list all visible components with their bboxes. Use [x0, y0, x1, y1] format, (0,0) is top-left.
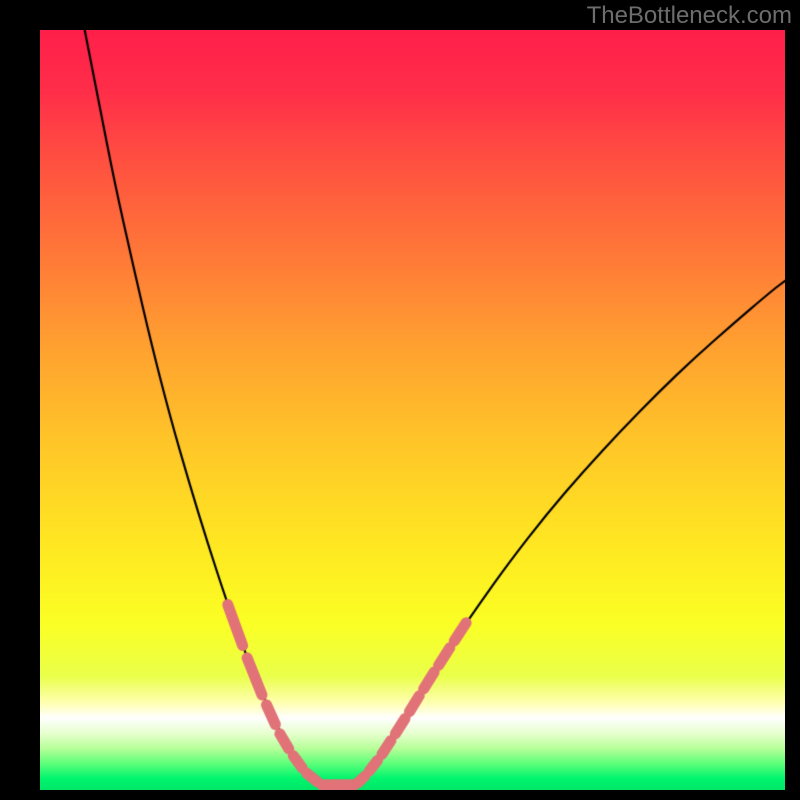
plot-area: [40, 30, 785, 790]
watermark-text: TheBottleneck.com: [587, 2, 792, 30]
background-gradient: [40, 30, 785, 790]
chart-stage: TheBottleneck.com: [0, 0, 800, 800]
